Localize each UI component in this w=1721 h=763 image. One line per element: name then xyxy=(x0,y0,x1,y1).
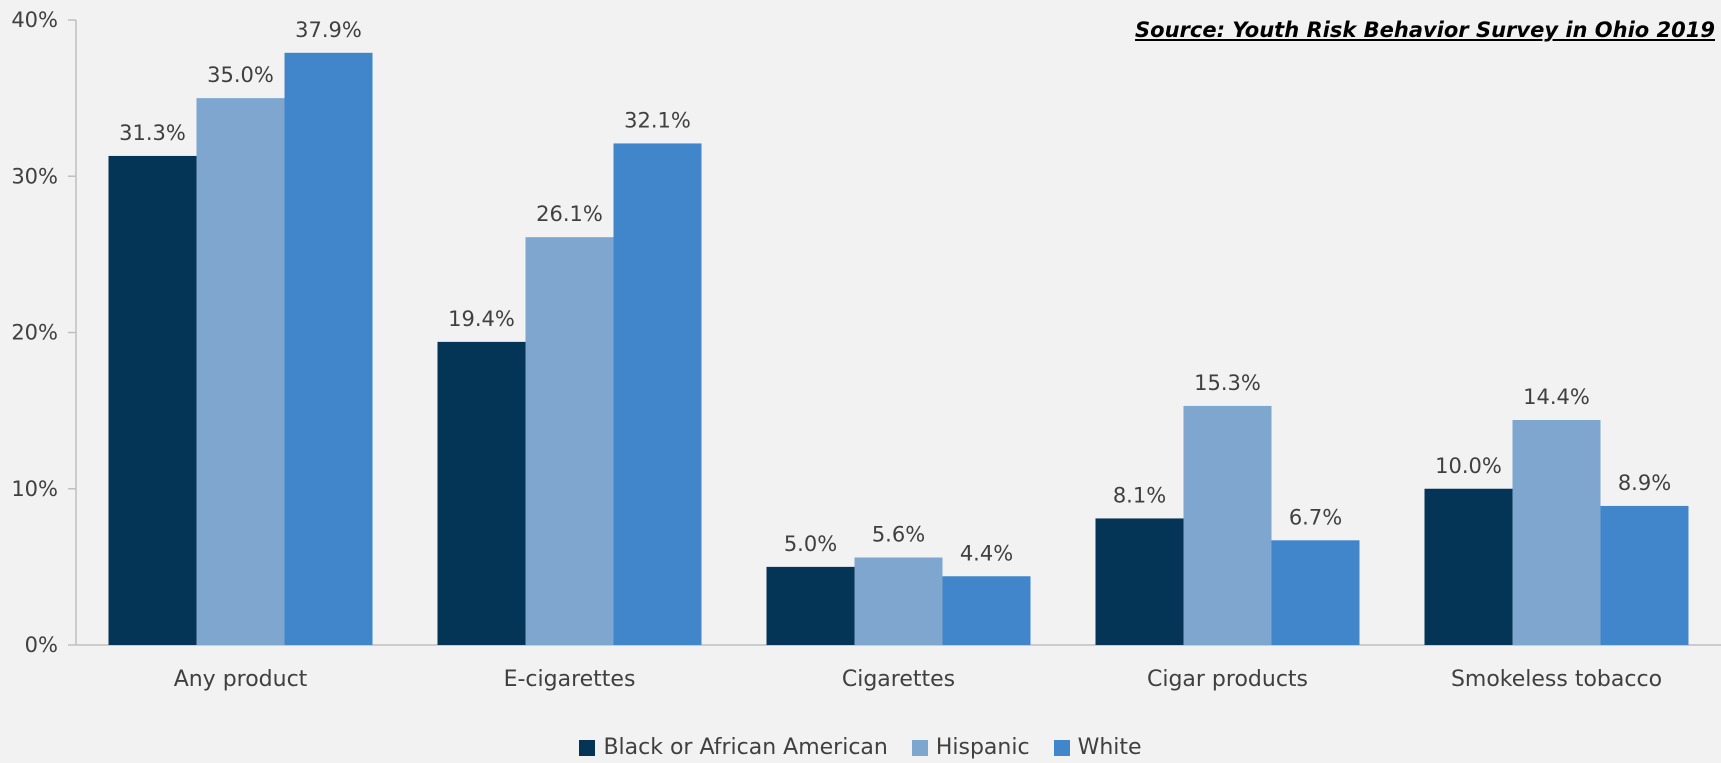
data-label: 37.9% xyxy=(295,18,362,42)
legend-label: Hispanic xyxy=(935,735,1030,760)
bar xyxy=(196,98,285,645)
source-note: Source: Youth Risk Behavior Survey in Oh… xyxy=(1135,18,1715,42)
data-label: 4.4% xyxy=(960,541,1013,565)
bar xyxy=(284,52,373,645)
bar xyxy=(1512,420,1601,645)
legend-item-white: White xyxy=(1053,735,1142,760)
bar xyxy=(1271,540,1360,645)
bar xyxy=(1183,405,1272,645)
x-category-label: E-cigarettes xyxy=(504,667,636,692)
data-label: 35.0% xyxy=(207,63,274,87)
y-tick-label: 30% xyxy=(11,164,58,188)
legend-item-hispanic: Hispanic xyxy=(911,735,1030,760)
data-label: 5.6% xyxy=(872,523,925,547)
data-label: 31.3% xyxy=(119,121,186,145)
x-category-label: Cigar products xyxy=(1147,667,1308,692)
data-label: 10.0% xyxy=(1435,454,1502,478)
bar xyxy=(613,143,702,645)
legend-label: White xyxy=(1077,735,1142,760)
bar xyxy=(1600,505,1689,645)
y-tick-label: 20% xyxy=(11,321,58,345)
bar xyxy=(1095,518,1184,645)
y-tick-label: 40% xyxy=(11,8,58,32)
legend-swatch xyxy=(911,739,928,756)
data-label: 8.1% xyxy=(1113,483,1166,507)
legend-swatch xyxy=(1053,739,1070,756)
data-label: 32.1% xyxy=(624,108,691,132)
x-category-label: Any product xyxy=(174,667,308,692)
y-tick-label: 10% xyxy=(11,477,58,501)
bar xyxy=(942,576,1031,645)
bar xyxy=(525,237,614,645)
legend-label: Black or African American xyxy=(603,735,888,760)
data-label: 8.9% xyxy=(1618,471,1671,495)
legend-item-black-or-african-american: Black or African American xyxy=(579,735,888,760)
data-label: 5.0% xyxy=(784,532,837,556)
data-label: 14.4% xyxy=(1523,385,1590,409)
bar xyxy=(437,341,526,645)
data-label: 19.4% xyxy=(448,307,515,331)
legend-swatch xyxy=(579,739,596,756)
x-category-label: Smokeless tobacco xyxy=(1451,667,1662,692)
x-category-label: Cigarettes xyxy=(842,667,955,692)
bar xyxy=(854,557,943,645)
legend: Black or African American Hispanic White xyxy=(0,735,1721,760)
bar xyxy=(1424,488,1513,645)
bar xyxy=(108,155,197,645)
data-label: 6.7% xyxy=(1289,505,1342,529)
data-label: 15.3% xyxy=(1194,371,1261,395)
y-tick-label: 0% xyxy=(25,633,58,657)
data-label: 26.1% xyxy=(536,202,603,226)
bar xyxy=(766,566,855,645)
